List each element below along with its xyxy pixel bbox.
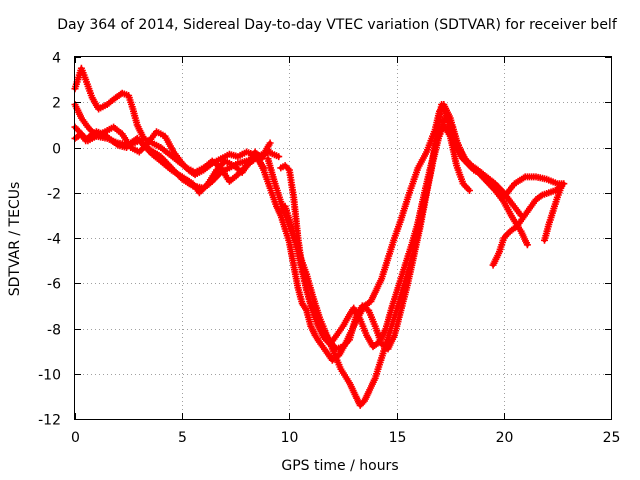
y-tick-label: -10 (38, 368, 61, 384)
plot-frame (74, 56, 612, 420)
data-point (466, 187, 473, 194)
data-point (275, 153, 283, 161)
y-tick-label: -6 (47, 277, 61, 293)
series-trail (255, 102, 566, 363)
data-point (558, 182, 566, 190)
data-point (284, 165, 292, 173)
grid-lines (75, 57, 611, 419)
series-satellite-track-J (541, 182, 566, 244)
chart-title: Day 364 of 2014, Sidereal Day-to-day VTE… (57, 17, 618, 33)
data-point (523, 241, 531, 249)
x-tick-label: 10 (281, 430, 299, 446)
y-tick-label: 4 (52, 51, 61, 67)
y-tick-label: 2 (52, 96, 61, 112)
y-tick-label: -2 (47, 187, 61, 203)
y-tick-label: -12 (38, 413, 61, 429)
data-point (266, 139, 274, 147)
x-tick-label: 15 (389, 430, 407, 446)
series-satellite-track-H (281, 121, 473, 351)
y-axis-label: SDTVAR / TECUs (7, 182, 23, 297)
x-tick-label: 0 (71, 430, 80, 446)
y-tick-label: -8 (47, 323, 61, 339)
x-axis-label: GPS time / hours (281, 458, 398, 474)
x-tick-label: 25 (603, 430, 621, 446)
data-series (71, 64, 568, 409)
axis-ticks: 0 5 10 15 20 25 -12 -10 -8 -6 -4 -2 0 2 4 (38, 51, 620, 447)
x-tick-label: 5 (178, 430, 187, 446)
y-tick-label: -4 (47, 232, 61, 248)
series-satellite-track-F (264, 101, 531, 409)
y-tick-label: 0 (52, 142, 61, 158)
x-tick-label: 20 (496, 430, 514, 446)
series-satellite-track-D (71, 130, 283, 192)
